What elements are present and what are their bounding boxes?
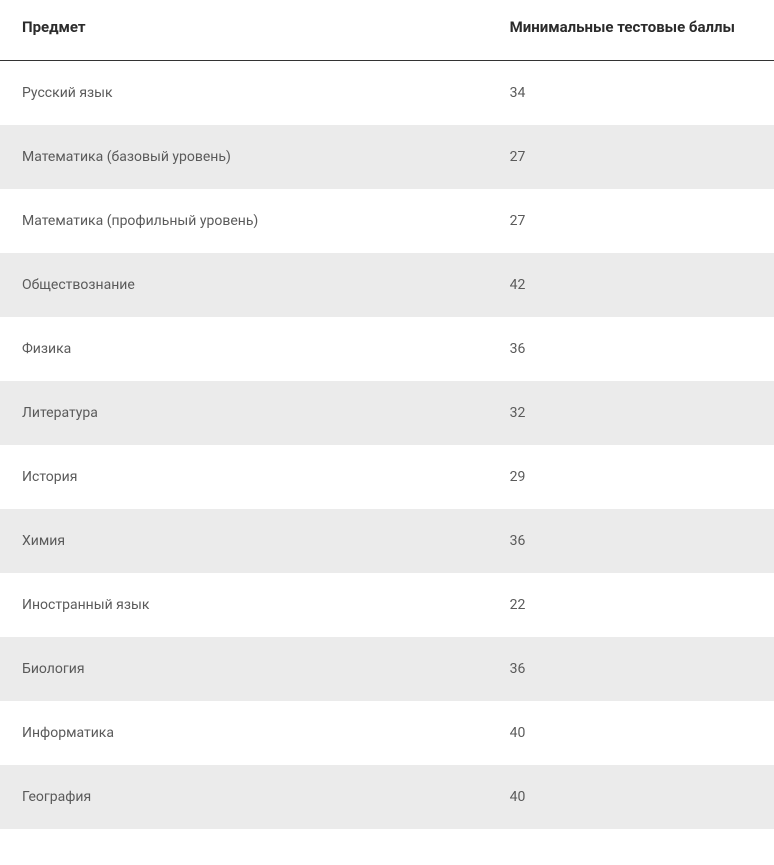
cell-score: 42 [488, 253, 774, 317]
cell-score: 36 [488, 509, 774, 573]
cell-subject: История [0, 445, 488, 509]
table-row: Химия 36 [0, 509, 774, 573]
table-row: Иностранный язык 22 [0, 573, 774, 637]
cell-score: 40 [488, 765, 774, 829]
scores-table: Предмет Минимальные тестовые баллы Русск… [0, 0, 774, 829]
cell-subject: География [0, 765, 488, 829]
table-row: Биология 36 [0, 637, 774, 701]
table-row: Русский язык 34 [0, 61, 774, 126]
cell-subject: Обществознание [0, 253, 488, 317]
column-header-subject: Предмет [0, 0, 488, 61]
table-row: Математика (базовый уровень) 27 [0, 125, 774, 189]
cell-score: 27 [488, 125, 774, 189]
cell-subject: Математика (профильный уровень) [0, 189, 488, 253]
table-row: Математика (профильный уровень) 27 [0, 189, 774, 253]
cell-subject: Физика [0, 317, 488, 381]
cell-subject: Информатика [0, 701, 488, 765]
cell-subject: Иностранный язык [0, 573, 488, 637]
table-row: Физика 36 [0, 317, 774, 381]
table-row: Обществознание 42 [0, 253, 774, 317]
cell-subject: Русский язык [0, 61, 488, 126]
cell-subject: Литература [0, 381, 488, 445]
cell-score: 36 [488, 637, 774, 701]
cell-score: 27 [488, 189, 774, 253]
table-body: Русский язык 34 Математика (базовый уров… [0, 61, 774, 830]
column-header-score: Минимальные тестовые баллы [488, 0, 774, 61]
cell-subject: Химия [0, 509, 488, 573]
table-header-row: Предмет Минимальные тестовые баллы [0, 0, 774, 61]
cell-score: 29 [488, 445, 774, 509]
table-row: Информатика 40 [0, 701, 774, 765]
cell-subject: Биология [0, 637, 488, 701]
table-row: География 40 [0, 765, 774, 829]
table-row: История 29 [0, 445, 774, 509]
cell-score: 22 [488, 573, 774, 637]
table-row: Литература 32 [0, 381, 774, 445]
cell-score: 34 [488, 61, 774, 126]
cell-score: 40 [488, 701, 774, 765]
cell-score: 32 [488, 381, 774, 445]
cell-score: 36 [488, 317, 774, 381]
cell-subject: Математика (базовый уровень) [0, 125, 488, 189]
